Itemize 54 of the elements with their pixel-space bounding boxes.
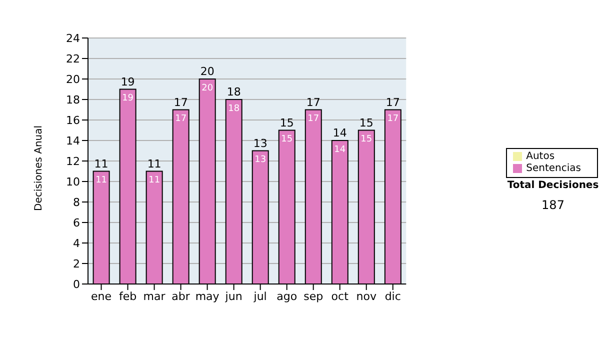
total-label: 17 (174, 96, 188, 109)
y-axis-title: Decisiones Anual (34, 125, 45, 211)
text: Total Decisiones (506, 180, 600, 191)
y-tick-label: 22 (66, 52, 80, 66)
y-tick-label: 0 (73, 278, 80, 291)
y-tick-label: 18 (66, 93, 80, 106)
total-label: 14 (332, 126, 347, 140)
x-tick-label: may (195, 290, 220, 303)
total-label: 20 (200, 65, 214, 78)
y-tick-label: 14 (66, 134, 80, 148)
data-label: 11 (96, 176, 108, 186)
data-label: 15 (360, 134, 372, 145)
data-label: 15 (281, 134, 293, 145)
y-tick-label: 4 (73, 236, 80, 250)
data-label: 17 (387, 114, 399, 124)
total-label: 13 (253, 136, 268, 150)
total-label: 11 (147, 157, 162, 170)
data-label: 19 (122, 94, 134, 104)
data-label: 13 (254, 155, 266, 166)
total-label: 17 (306, 96, 320, 109)
x-tick-label: nov (356, 290, 377, 303)
total-label: 18 (226, 86, 241, 98)
x-tick-label: ago (276, 290, 298, 303)
x-tick-label: mar (143, 290, 166, 303)
y-tick-label: 12 (66, 154, 80, 168)
x-tick-label: oct (331, 290, 350, 303)
x-tick-label: feb (118, 290, 137, 303)
x-tick-label: dic (384, 290, 401, 303)
y-tick-label: 10 (66, 175, 80, 188)
y-tick-label: 20 (66, 72, 80, 86)
total-label: 17 (386, 96, 400, 109)
text: 187 (540, 198, 566, 212)
y-tick-label: 16 (66, 114, 80, 127)
legend-label: Autos (526, 151, 555, 162)
data-label: 20 (202, 83, 214, 94)
data-label: 11 (148, 176, 160, 186)
y-tick-label: 2 (73, 257, 80, 270)
data-label: 17 (308, 114, 320, 124)
total-label: 15 (359, 116, 374, 130)
data-label: 18 (228, 104, 240, 114)
total-label: 19 (120, 75, 135, 88)
x-tick-label: sep (304, 290, 324, 303)
total-label: 11 (94, 157, 108, 170)
x-tick-label: ene (90, 290, 112, 303)
data-label: 17 (175, 114, 187, 124)
total-label: 15 (280, 116, 294, 130)
x-tick-label: abr (172, 290, 190, 303)
y-tick-label: 8 (73, 196, 80, 209)
data-label: 14 (334, 144, 346, 155)
x-tick-label: jun (224, 290, 242, 303)
y-tick-label: 6 (73, 216, 80, 230)
legend-label: Sentencias (526, 163, 581, 174)
x-tick-label: jul (252, 290, 267, 303)
y-tick-label: 24 (66, 32, 80, 45)
